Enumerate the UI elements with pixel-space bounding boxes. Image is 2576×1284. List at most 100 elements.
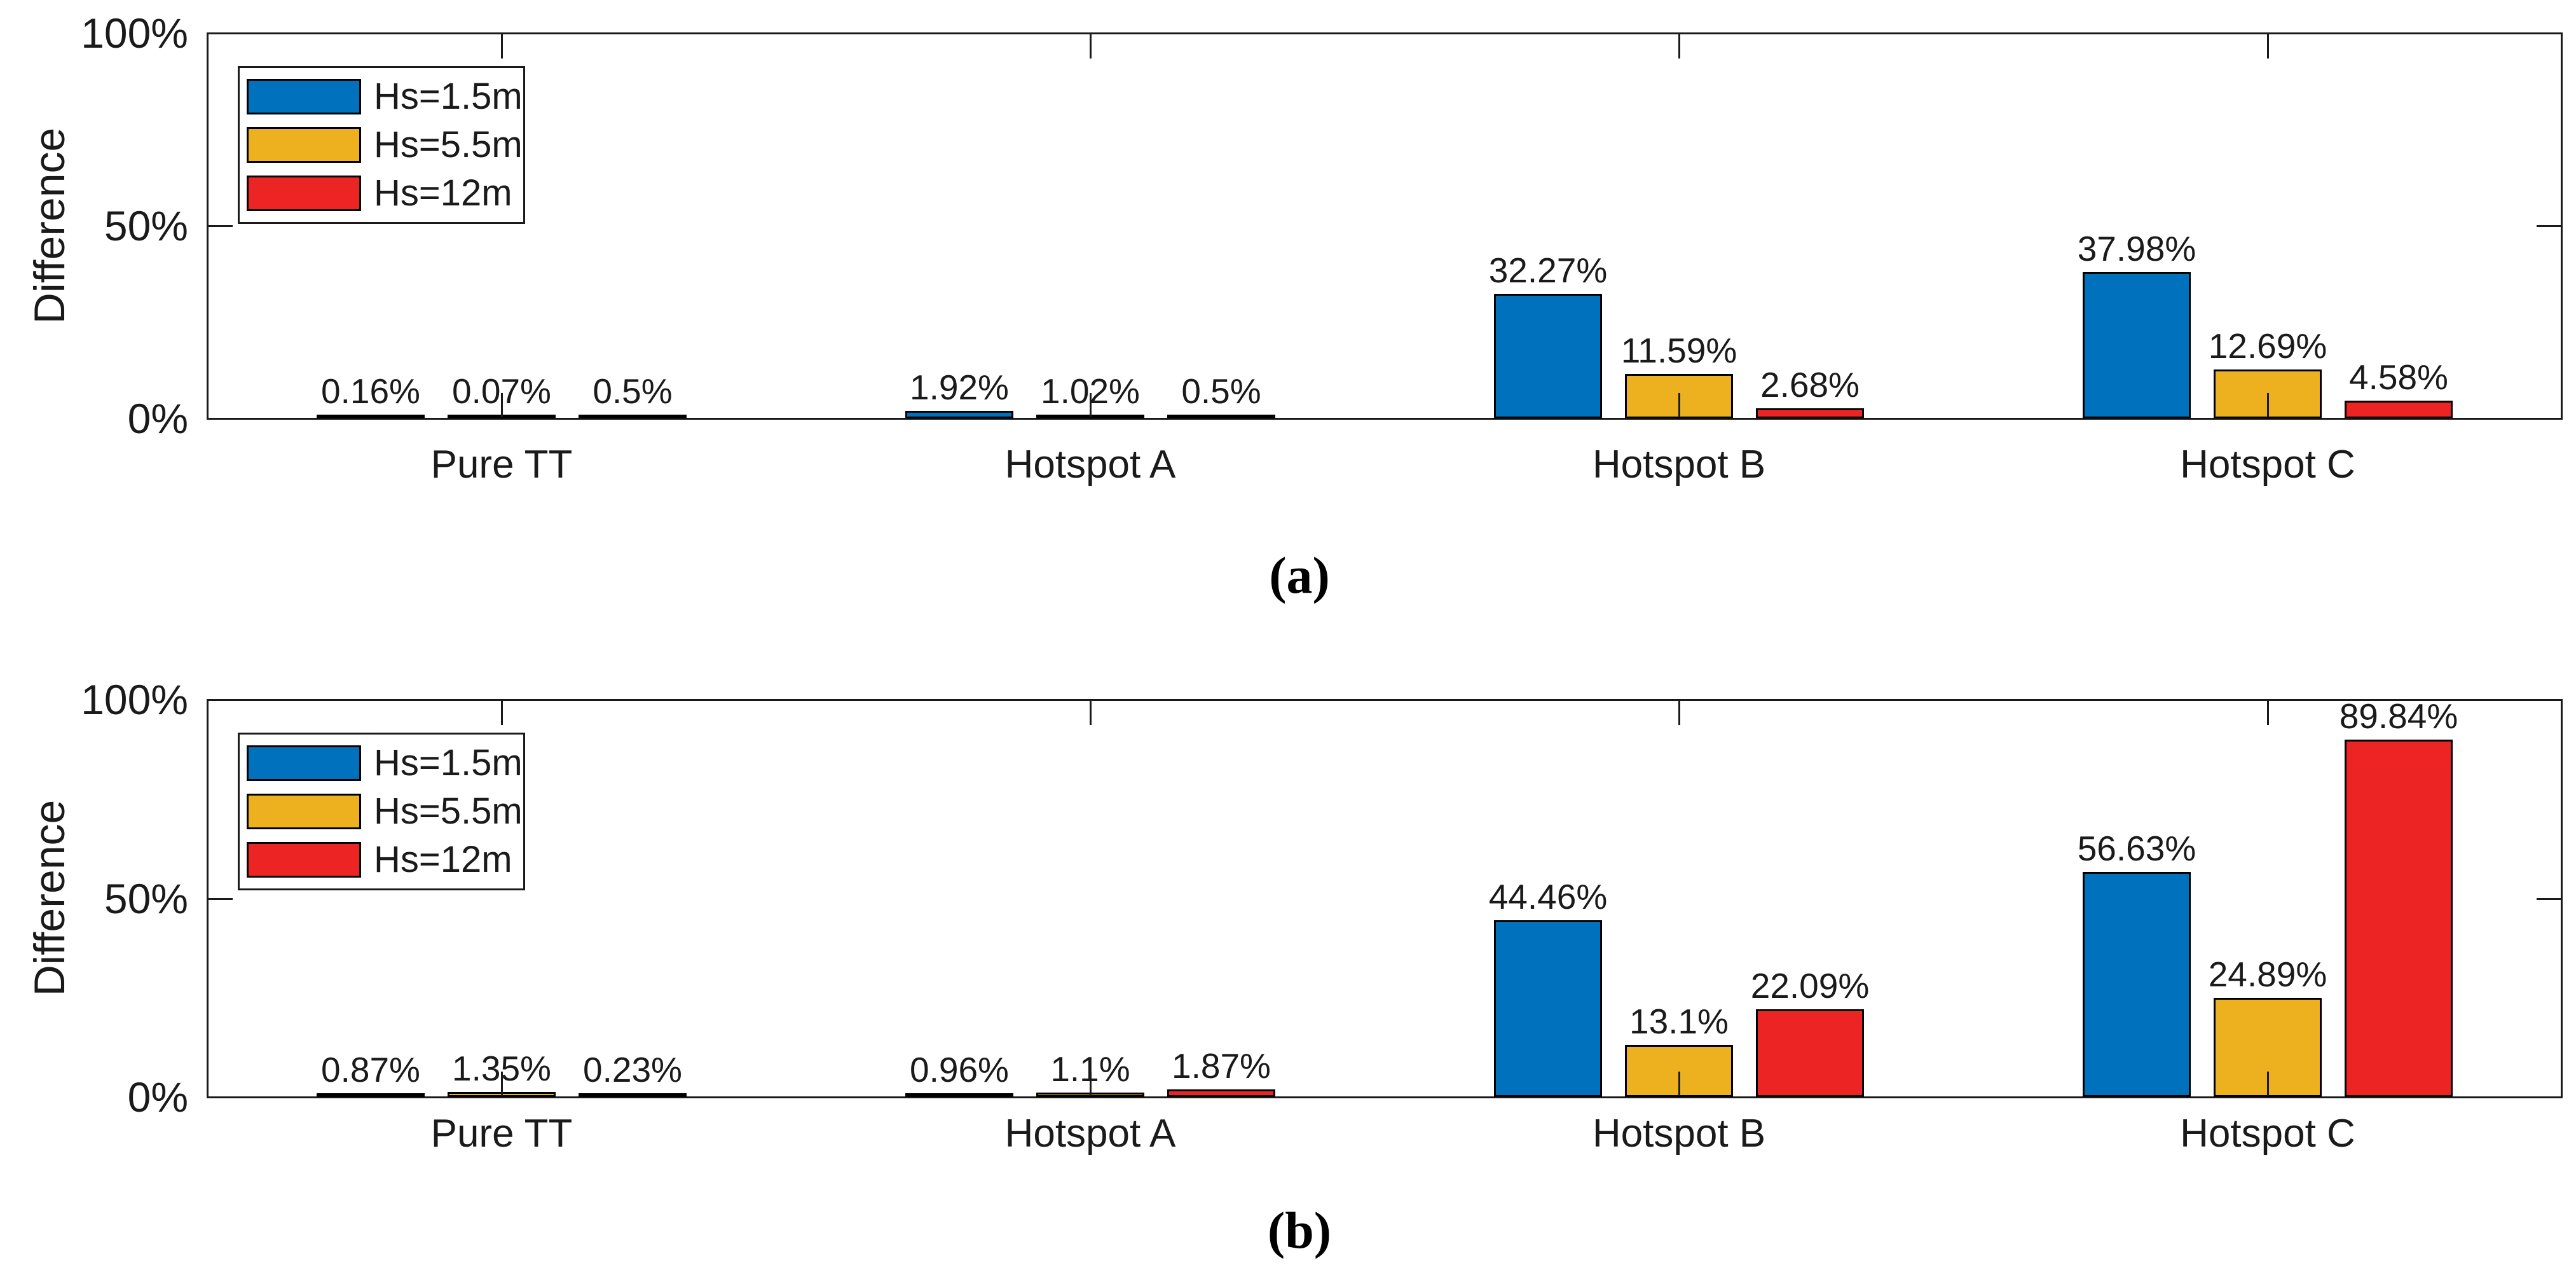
x-tick-label: Hotspot C (2180, 443, 2355, 487)
y-tick-label: 100% (81, 10, 188, 57)
axis-right-spine (2561, 699, 2563, 1098)
y-tick-label: 0% (127, 1073, 188, 1121)
legend-swatch-Hs=5.5m (247, 794, 361, 829)
bar-Hs=12m-Hotspot A (1167, 415, 1275, 418)
bar-value-label: 44.46% (1488, 877, 1608, 916)
x-axis-tick (501, 393, 503, 417)
bar-Hs=12m-Hotspot B (1756, 1009, 1864, 1097)
x-axis-tick (1090, 34, 1092, 59)
bar-value-label: 0.5% (593, 371, 673, 411)
y-axis-tick (2537, 897, 2561, 900)
y-axis-tick (209, 1096, 233, 1098)
axis-bottom-spine (207, 418, 2563, 420)
legend-label: Hs=5.5m (374, 790, 523, 832)
bar-value-label: 0.87% (321, 1050, 420, 1089)
x-axis-tick (1678, 701, 1680, 725)
bar-value-label: 32.27% (1488, 251, 1608, 290)
bar-Hs=1.5m-Pure TT (317, 415, 425, 418)
bar-Hs=12m-Pure TT (579, 1093, 687, 1097)
y-axis-tick (209, 418, 233, 420)
y-axis-tick (209, 699, 233, 701)
bar-Hs=1.5m-Hotspot B (1494, 920, 1602, 1097)
bar-Hs=1.5m-Hotspot A (905, 411, 1013, 418)
legend-label: Hs=5.5m (374, 124, 523, 165)
y-tick-label: 50% (104, 874, 188, 922)
x-axis-tick (1678, 34, 1680, 59)
x-axis-tick (501, 34, 503, 59)
bar-value-label: 0.5% (1181, 371, 1261, 411)
x-axis-tick (1678, 393, 1680, 417)
x-tick-label: Hotspot A (1004, 443, 1176, 487)
panel-caption-b: (b) (1267, 1201, 1332, 1259)
x-axis-tick (2267, 1072, 2269, 1096)
bar-value-label: 1.92% (910, 368, 1009, 407)
bar-value-label: 89.84% (2339, 696, 2458, 736)
bar-Hs=1.5m-Hotspot C (2083, 272, 2191, 418)
axis-left-spine (207, 699, 209, 1098)
legend-label: Hs=1.5m (374, 742, 523, 784)
x-axis-tick (2267, 701, 2269, 725)
axis-right-spine (2561, 32, 2563, 419)
bar-Hs=12m-Hotspot B (1756, 408, 1864, 418)
legend-label: Hs=1.5m (374, 76, 523, 117)
axis-bottom-spine (207, 1096, 2563, 1098)
y-tick-label: 50% (104, 202, 188, 249)
bar-Hs=1.5m-Hotspot C (2083, 872, 2191, 1097)
bar-value-label: 56.63% (2077, 829, 2196, 868)
bar-Hs=1.5m-Hotspot A (905, 1093, 1013, 1097)
y-axis-tick (2537, 418, 2561, 420)
bar-value-label: 2.68% (1760, 365, 1860, 404)
y-tick-label: 100% (81, 676, 188, 723)
bar-Hs=1.5m-Hotspot B (1494, 294, 1602, 418)
y-axis-tick (2537, 1096, 2561, 1098)
bar-Hs=1.5m-Pure TT (317, 1093, 425, 1097)
legend-swatch-Hs=1.5m (247, 745, 361, 781)
legend-swatch-Hs=1.5m (247, 79, 361, 114)
x-axis-tick (1090, 1072, 1092, 1096)
x-axis-tick (501, 701, 503, 725)
bar-value-label: 11.59% (1620, 331, 1737, 370)
x-axis-tick (1090, 701, 1092, 725)
bar-value-label: 0.16% (321, 371, 420, 411)
bar-Hs=12m-Pure TT (579, 415, 687, 418)
x-axis-tick (1678, 1072, 1680, 1096)
x-axis-tick (2267, 393, 2269, 417)
bar-value-label: 1.87% (1172, 1046, 1271, 1086)
bar-Hs=12m-Hotspot C (2345, 740, 2453, 1097)
y-tick-label: 0% (127, 395, 188, 442)
x-tick-label: Hotspot C (2180, 1112, 2355, 1156)
legend-swatch-Hs=12m (247, 176, 361, 211)
x-axis-tick (501, 1072, 503, 1096)
x-axis-tick (1090, 393, 1092, 417)
x-axis-tick (2267, 34, 2269, 59)
legend-label: Hs=12m (374, 839, 512, 880)
y-axis-tick (209, 897, 233, 900)
y-axis-tick (209, 32, 233, 34)
x-tick-label: Pure TT (430, 1112, 573, 1156)
x-tick-label: Pure TT (430, 443, 573, 487)
bar-value-label: 0.23% (583, 1050, 682, 1089)
y-axis-tick (209, 225, 233, 227)
x-tick-label: Hotspot B (1592, 1112, 1766, 1156)
bar-value-label: 12.69% (2208, 326, 2327, 366)
x-tick-label: Hotspot A (1004, 1112, 1176, 1156)
bar-value-label: 0.96% (910, 1050, 1009, 1089)
legend-swatch-Hs=12m (247, 842, 361, 878)
bar-value-label: 24.89% (2208, 955, 2327, 994)
axis-top-spine (207, 32, 2563, 34)
y-axis-tick (2537, 699, 2561, 701)
axis-left-spine (207, 32, 209, 419)
bar-value-label: 37.98% (2077, 229, 2196, 268)
legend-swatch-Hs=5.5m (247, 127, 361, 163)
bar-value-label: 4.58% (2349, 357, 2448, 397)
axis-top-spine (207, 699, 2563, 701)
legend-label: Hs=12m (374, 172, 512, 214)
bar-Hs=12m-Hotspot C (2345, 401, 2453, 418)
bar-Hs=12m-Hotspot A (1167, 1089, 1275, 1097)
bar-value-label: 22.09% (1750, 966, 1870, 1005)
x-tick-label: Hotspot B (1592, 443, 1766, 487)
panel-caption-a: (a) (1269, 546, 1330, 604)
y-axis-tick (2537, 32, 2561, 34)
bar-value-label: 13.1% (1629, 1002, 1729, 1041)
